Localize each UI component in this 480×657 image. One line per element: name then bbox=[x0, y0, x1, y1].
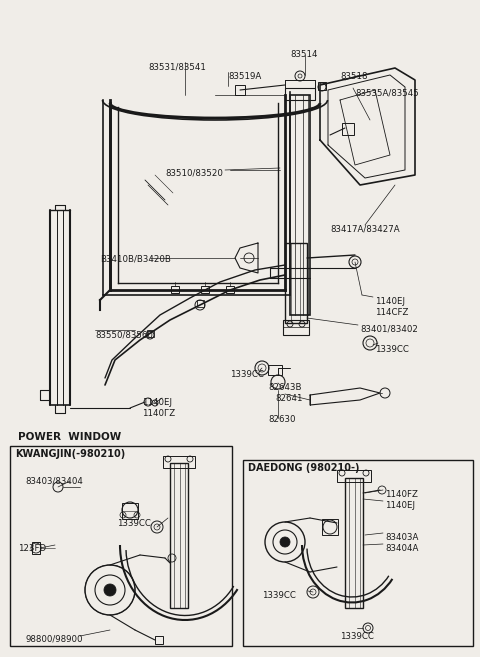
Bar bbox=[122, 503, 138, 519]
Text: 1339CC: 1339CC bbox=[117, 519, 151, 528]
Text: 1140ГZ: 1140ГZ bbox=[142, 409, 175, 418]
Text: 1339CC: 1339CC bbox=[340, 632, 374, 641]
Bar bbox=[170, 463, 188, 608]
Bar bbox=[10, 446, 232, 646]
Bar bbox=[285, 88, 315, 100]
Text: B3410B/B3420B: B3410B/B3420B bbox=[100, 255, 171, 264]
Text: DAEDONG (980210-): DAEDONG (980210-) bbox=[248, 463, 360, 473]
Bar bbox=[155, 636, 163, 644]
Text: 83510/83520: 83510/83520 bbox=[165, 168, 223, 177]
Bar bbox=[337, 470, 371, 482]
Text: 1140EJ: 1140EJ bbox=[142, 398, 172, 407]
Text: 1339CC: 1339CC bbox=[230, 370, 264, 379]
Bar bbox=[235, 85, 245, 95]
Text: 83535A/83545: 83535A/83545 bbox=[355, 88, 419, 97]
Bar bbox=[163, 456, 195, 468]
Text: 83550/83560: 83550/83560 bbox=[95, 330, 153, 339]
Text: 83417A/83427A: 83417A/83427A bbox=[330, 225, 400, 234]
Text: 1140EJ: 1140EJ bbox=[375, 297, 405, 306]
Text: POWER  WINDOW: POWER WINDOW bbox=[18, 432, 121, 442]
Text: 83403A: 83403A bbox=[385, 533, 419, 542]
Bar bbox=[290, 95, 310, 315]
Text: 82641: 82641 bbox=[275, 394, 302, 403]
Bar bbox=[345, 478, 363, 608]
Text: 83404A: 83404A bbox=[385, 544, 419, 553]
Bar bbox=[268, 365, 282, 375]
Text: 83401/83402: 83401/83402 bbox=[360, 325, 418, 334]
Text: 1339CC: 1339CC bbox=[262, 591, 296, 600]
Text: 83519A: 83519A bbox=[228, 72, 261, 81]
Bar bbox=[171, 286, 179, 293]
Bar bbox=[147, 330, 154, 337]
Text: 82630: 82630 bbox=[268, 415, 296, 424]
Text: 83403/83404: 83403/83404 bbox=[25, 476, 83, 485]
Text: 82643B: 82643B bbox=[268, 383, 301, 392]
Bar bbox=[322, 519, 338, 535]
Text: 98800/98900: 98800/98900 bbox=[25, 634, 83, 643]
Bar bbox=[243, 460, 473, 646]
Bar bbox=[201, 286, 209, 293]
Text: 1140EJ: 1140EJ bbox=[385, 501, 415, 510]
Text: 1339CC: 1339CC bbox=[375, 345, 409, 354]
Bar bbox=[226, 286, 234, 293]
Circle shape bbox=[280, 537, 290, 547]
Bar bbox=[285, 243, 307, 323]
Text: KWANGJIN(-980210): KWANGJIN(-980210) bbox=[15, 449, 125, 459]
Text: 83518: 83518 bbox=[340, 72, 368, 81]
Circle shape bbox=[104, 584, 116, 596]
Text: 123FD: 123FD bbox=[18, 544, 46, 553]
Bar bbox=[342, 123, 354, 135]
Bar bbox=[32, 542, 40, 554]
Text: 114CFZ: 114CFZ bbox=[375, 308, 408, 317]
Text: 1140FZ: 1140FZ bbox=[385, 490, 418, 499]
Bar bbox=[318, 82, 326, 90]
Text: 83514: 83514 bbox=[290, 50, 317, 59]
Text: 83531/83541: 83531/83541 bbox=[148, 62, 206, 71]
Bar bbox=[197, 300, 204, 307]
Bar bbox=[283, 320, 309, 335]
